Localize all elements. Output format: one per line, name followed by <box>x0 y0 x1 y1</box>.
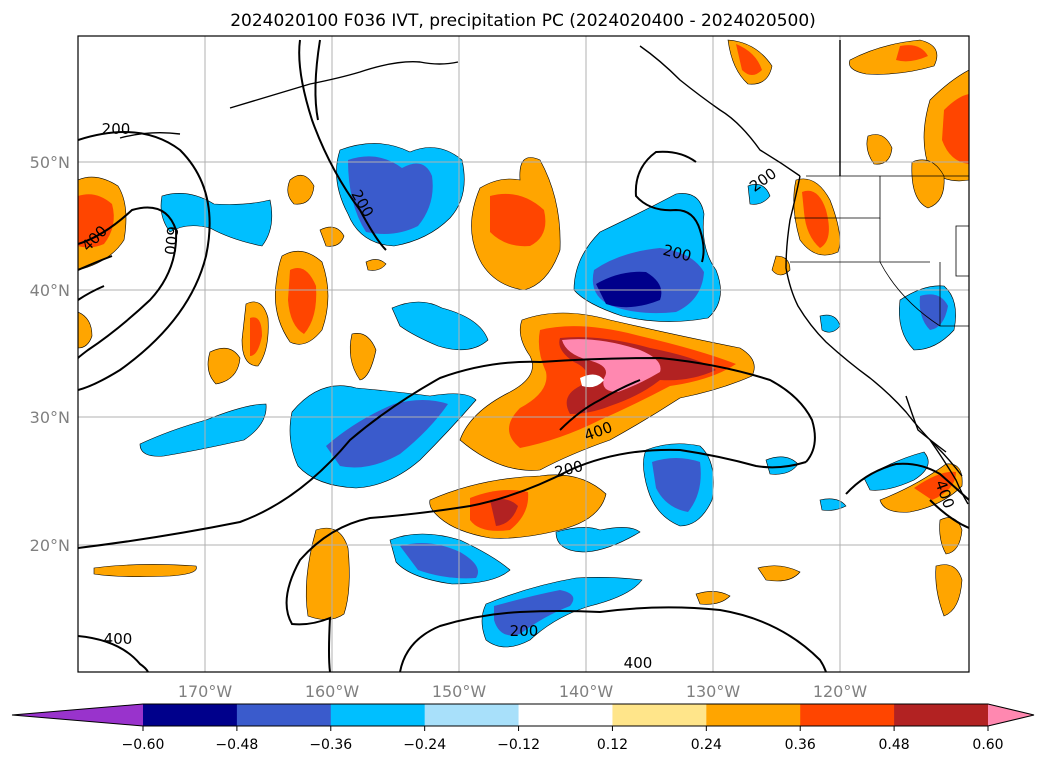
shade-orange-145w <box>429 474 607 539</box>
colorbar-bin <box>143 704 238 726</box>
colorbar-tick-label: 0.36 <box>785 737 816 753</box>
shade-blue-137w <box>573 193 721 322</box>
colorbar-tick-label: 0.12 <box>597 737 628 753</box>
contour-label: 600 <box>161 225 182 255</box>
shade-blue-west <box>160 193 273 247</box>
figure-title: 2024020100 F036 IVT, precipitation PC (2… <box>230 11 816 31</box>
colorbar <box>11 703 1035 727</box>
contour-label: 200 <box>510 622 539 640</box>
colorbar-bin <box>424 704 520 726</box>
colorbar-tick-label: −0.36 <box>309 737 352 753</box>
shade-orange-148w <box>471 157 561 291</box>
shade-orange-160w <box>305 527 350 620</box>
lon-label: 130°W <box>686 682 741 701</box>
lon-label: 170°W <box>178 682 233 701</box>
shade-northeast <box>727 39 969 256</box>
shade-lightblue-mid <box>391 301 489 351</box>
ivt-contours <box>78 39 969 672</box>
colorbar-bin <box>800 704 895 726</box>
longitude-labels: 170°W 160°W 150°W 140°W 130°W 120°W <box>178 682 868 701</box>
contour-label: 200 <box>102 120 131 138</box>
lat-label: 40°N <box>30 281 70 300</box>
colorbar-tick-label: −0.12 <box>497 737 540 753</box>
colorbar-tick-label: 0.60 <box>972 737 1003 753</box>
colorbar-bin <box>706 704 801 726</box>
shade-orange-163w <box>275 250 329 345</box>
map-panel: 200 400 600 200 200 200 400 200 200 400 … <box>77 35 970 673</box>
lon-label: 160°W <box>305 682 360 701</box>
state-borders <box>790 175 969 327</box>
shade-blue-140w <box>481 577 643 648</box>
colorbar-bin <box>612 704 707 726</box>
lon-label: 150°W <box>432 682 487 701</box>
colorbar-bin <box>330 704 426 726</box>
colorbar-extend-low <box>12 704 143 726</box>
lat-label: 30°N <box>30 408 70 427</box>
colorbar-bin <box>236 704 332 726</box>
shade-ar-band <box>459 312 755 471</box>
lon-label: 120°W <box>813 682 868 701</box>
coastlines <box>119 40 969 505</box>
precip-shading <box>78 39 969 648</box>
colorbar-tick-label: 0.48 <box>879 737 910 753</box>
latitude-labels: 50°N 40°N 30°N 20°N <box>30 153 70 555</box>
colorbar-tick-label: −0.48 <box>215 737 258 753</box>
colorbar-extend-high <box>988 704 1034 726</box>
gridlines <box>78 36 969 672</box>
map-frame <box>77 35 970 673</box>
colorbar-bin <box>518 704 613 726</box>
shade-blue-north <box>319 143 465 271</box>
lat-label: 20°N <box>30 536 70 555</box>
contour-label: 400 <box>624 654 653 672</box>
colorbar-ticks: −0.60 −0.48 −0.36 −0.24 −0.12 0.12 0.24 0.36 0.4… <box>122 726 1004 753</box>
lon-label: 140°W <box>559 682 614 701</box>
shade-west-positive <box>78 176 127 349</box>
colorbar-tick-label: −0.60 <box>122 737 165 753</box>
shade-orange-small <box>287 174 315 205</box>
lat-label: 50°N <box>30 153 70 172</box>
colorbar-tick-label: 0.24 <box>691 737 722 753</box>
contour-label: 400 <box>104 630 133 648</box>
colorbar-tick-label: −0.24 <box>403 737 446 753</box>
shade-orange-167w <box>207 301 269 385</box>
colorbar-bin <box>894 704 989 726</box>
shade-blue-132w <box>643 443 799 527</box>
